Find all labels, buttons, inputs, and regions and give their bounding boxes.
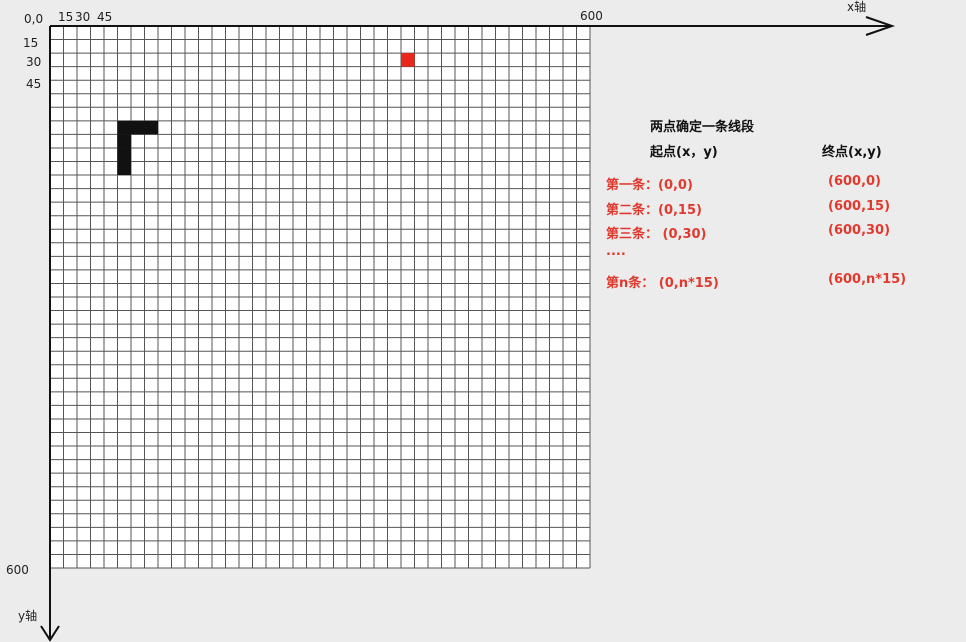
segment-end: (600,0) [828, 174, 882, 189]
x-tick-label: 30 [75, 10, 91, 24]
food-cell [401, 53, 415, 67]
y-axis-label: y轴 [18, 609, 38, 623]
segment-row: 第三条： (0,30) (600,30) [606, 223, 946, 242]
x-tick-label: 45 [97, 10, 113, 24]
grid-lines [49, 25, 591, 569]
segment-start: 第一条：(0,0) [606, 178, 693, 193]
axes [40, 16, 896, 642]
y-tick-label: 45 [26, 77, 42, 91]
origin-label: 0,0 [24, 12, 44, 26]
x-axis-arrow [865, 16, 896, 36]
segment-end: (600,15) [828, 199, 891, 214]
end-point-header: 终点(x,y) [822, 145, 882, 160]
segment-row: 第二条：(0,15) (600,15) [606, 199, 946, 218]
y-axis-arrow [40, 625, 60, 642]
start-point-header: 起点(x，y) [650, 145, 718, 160]
snake-body-cell [117, 147, 131, 162]
y-tick-label: 15 [23, 36, 39, 50]
x-tick-label: 600 [580, 9, 603, 23]
segment-start: 第n条： (0,n*15) [606, 276, 719, 291]
snake-body-cell [144, 120, 158, 135]
snake-body-cell [131, 120, 145, 135]
segment-end: (600,n*15) [828, 272, 907, 287]
x-tick-label: 15 [58, 10, 74, 24]
snake-body-cell [117, 120, 131, 135]
y-tick-label: 30 [26, 55, 42, 69]
snake-body-cell [117, 161, 131, 176]
segment-start: 第三条： (0,30) [606, 227, 707, 242]
x-axis-label: x轴 [847, 0, 867, 14]
cells [117, 53, 415, 176]
snake-body-cell [117, 134, 131, 148]
panel-title: 两点确定一条线段 [650, 120, 755, 135]
segment-row: 第n条： (0,n*15) (600,n*15) [606, 272, 946, 291]
segment-end: (600,30) [828, 223, 891, 238]
segment-start: 第二条：(0,15) [606, 203, 702, 218]
segment-row: 第一条：(0,0) (600,0) [606, 174, 946, 193]
ellipsis-row: .... [606, 244, 626, 259]
y-tick-label: 600 [6, 563, 29, 577]
